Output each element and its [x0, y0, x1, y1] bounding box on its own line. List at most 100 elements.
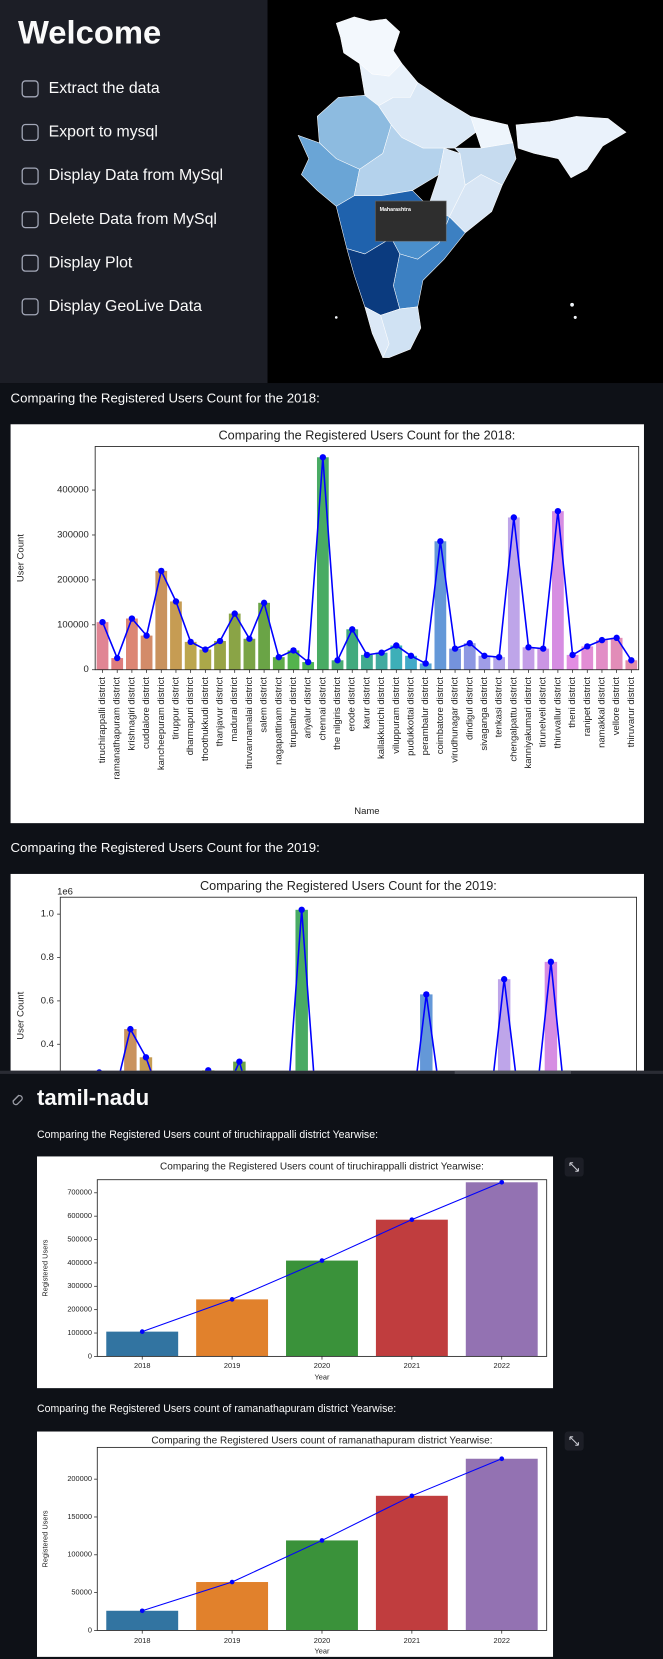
- bar: [196, 1299, 269, 1357]
- map-island: [573, 315, 577, 319]
- x-tick-label: virudhunagar district: [450, 677, 461, 763]
- map-island: [334, 316, 338, 319]
- x-tick-label: 2019: [224, 1636, 240, 1645]
- chart-title: Comparing the Registered Users Count for…: [200, 879, 497, 893]
- x-tick-label: pudukkottai district: [406, 677, 417, 756]
- x-tick-label: coimbatore district: [435, 677, 446, 754]
- checkbox-option[interactable]: Display Plot: [21, 254, 133, 272]
- y-axis-label: User Count: [16, 534, 27, 582]
- chart-title: Comparing the Registered Users count of …: [151, 1436, 492, 1447]
- bar: [243, 638, 256, 670]
- marker: [540, 645, 547, 652]
- marker: [466, 640, 473, 647]
- x-tick-label: kanniyakumari district: [523, 677, 534, 769]
- bar: [316, 457, 329, 670]
- checkbox-option[interactable]: Delete Data from MySql: [21, 211, 217, 229]
- marker: [437, 538, 444, 545]
- checkbox[interactable]: [21, 123, 39, 142]
- marker: [229, 1579, 235, 1585]
- x-tick-label: 2022: [494, 1636, 510, 1645]
- checkbox[interactable]: [21, 167, 39, 185]
- x-tick-label: cuddalore district: [141, 677, 152, 749]
- plot-frame: [59, 896, 637, 1071]
- checkbox-label: Delete Data from MySql: [49, 211, 217, 228]
- checkbox-label: Export to mysql: [49, 124, 158, 141]
- bar: [140, 635, 153, 670]
- checkbox-option[interactable]: Display GeoLive Data: [21, 298, 202, 316]
- bar: [566, 654, 579, 670]
- y-tick-label: 300000: [67, 1281, 92, 1290]
- expand-button[interactable]: [564, 1431, 584, 1451]
- x-tick-label: perambalur district: [420, 677, 431, 756]
- y-axis-label: User Count: [16, 991, 27, 1039]
- bar: [463, 643, 476, 670]
- x-tick-label: 2021: [404, 1361, 420, 1370]
- marker: [409, 1217, 415, 1223]
- bar: [96, 622, 109, 670]
- bar: [233, 1061, 246, 1071]
- y-tick-label: 150000: [67, 1512, 92, 1521]
- marker: [378, 649, 385, 656]
- expand-button[interactable]: [564, 1157, 584, 1177]
- marker: [451, 645, 459, 652]
- marker: [422, 660, 429, 667]
- marker: [319, 1258, 325, 1263]
- checkbox-option[interactable]: Extract the data: [21, 80, 160, 98]
- bar: [170, 601, 182, 670]
- x-tick-label: dharmapuri district: [185, 677, 196, 756]
- x-tick-label: tirupathur district: [288, 677, 299, 748]
- checkbox-option[interactable]: Export to mysql: [21, 123, 158, 142]
- marker: [363, 651, 371, 659]
- y-tick-label: 100000: [57, 619, 89, 630]
- checkbox[interactable]: [21, 298, 39, 316]
- checkbox-option[interactable]: Display Data from MySql: [21, 167, 223, 185]
- x-tick-label: chennai district: [317, 677, 328, 741]
- bar: [346, 629, 359, 670]
- chart: 0.4 0.6 0.8 1.0 Comparing the Registered Use…: [10, 873, 644, 1071]
- bar: [375, 652, 388, 670]
- x-axis-label: Year: [315, 1373, 330, 1382]
- marker: [139, 1608, 145, 1614]
- y-tick-label: 0: [84, 664, 89, 675]
- bar: [286, 1260, 358, 1357]
- x-tick-label: thiruvallur district: [552, 677, 563, 749]
- marker: [423, 991, 430, 998]
- x-tick-label: salem district: [259, 677, 270, 733]
- checkbox-label: Extract the data: [49, 80, 160, 97]
- bar: [286, 1540, 358, 1631]
- marker: [142, 1054, 150, 1061]
- x-tick-label: namakkal district: [596, 677, 607, 748]
- y-tick-label: 400000: [57, 485, 89, 496]
- chart-caption: Comparing the Registered Users Count for…: [11, 390, 320, 405]
- checkbox[interactable]: [21, 80, 39, 98]
- bar: [405, 655, 417, 670]
- y-tick-label: 600000: [67, 1211, 92, 1220]
- marker: [407, 652, 415, 659]
- marker: [128, 615, 136, 622]
- marker: [205, 1067, 212, 1071]
- marker: [304, 658, 312, 666]
- y-tick-label: 200000: [67, 1474, 92, 1483]
- chart: 0 50000 100000 150000 200000 2018 2019 2020 2021…: [37, 1431, 554, 1657]
- checkbox-label: Display Data from MySql: [49, 167, 223, 184]
- checkbox[interactable]: [21, 254, 39, 272]
- india-map: [297, 16, 627, 359]
- marker: [319, 454, 327, 461]
- marker: [139, 1329, 145, 1334]
- marker: [187, 638, 194, 646]
- marker: [613, 634, 620, 642]
- checkbox[interactable]: [21, 211, 39, 229]
- marker: [114, 654, 121, 662]
- y-tick-label: 300000: [57, 529, 89, 540]
- x-tick-label: tiruppur district: [170, 677, 181, 740]
- marker: [334, 657, 341, 664]
- marker: [409, 1493, 415, 1499]
- bar: [522, 647, 535, 670]
- x-tick-label: krishnagiri district: [126, 677, 137, 751]
- y-tick-label: 500000: [67, 1234, 92, 1243]
- x-tick-label: dindigul district: [464, 677, 475, 740]
- anchor-link-icon[interactable]: [12, 1094, 23, 1106]
- bar: [390, 645, 403, 670]
- sidebar: [0, 0, 268, 384]
